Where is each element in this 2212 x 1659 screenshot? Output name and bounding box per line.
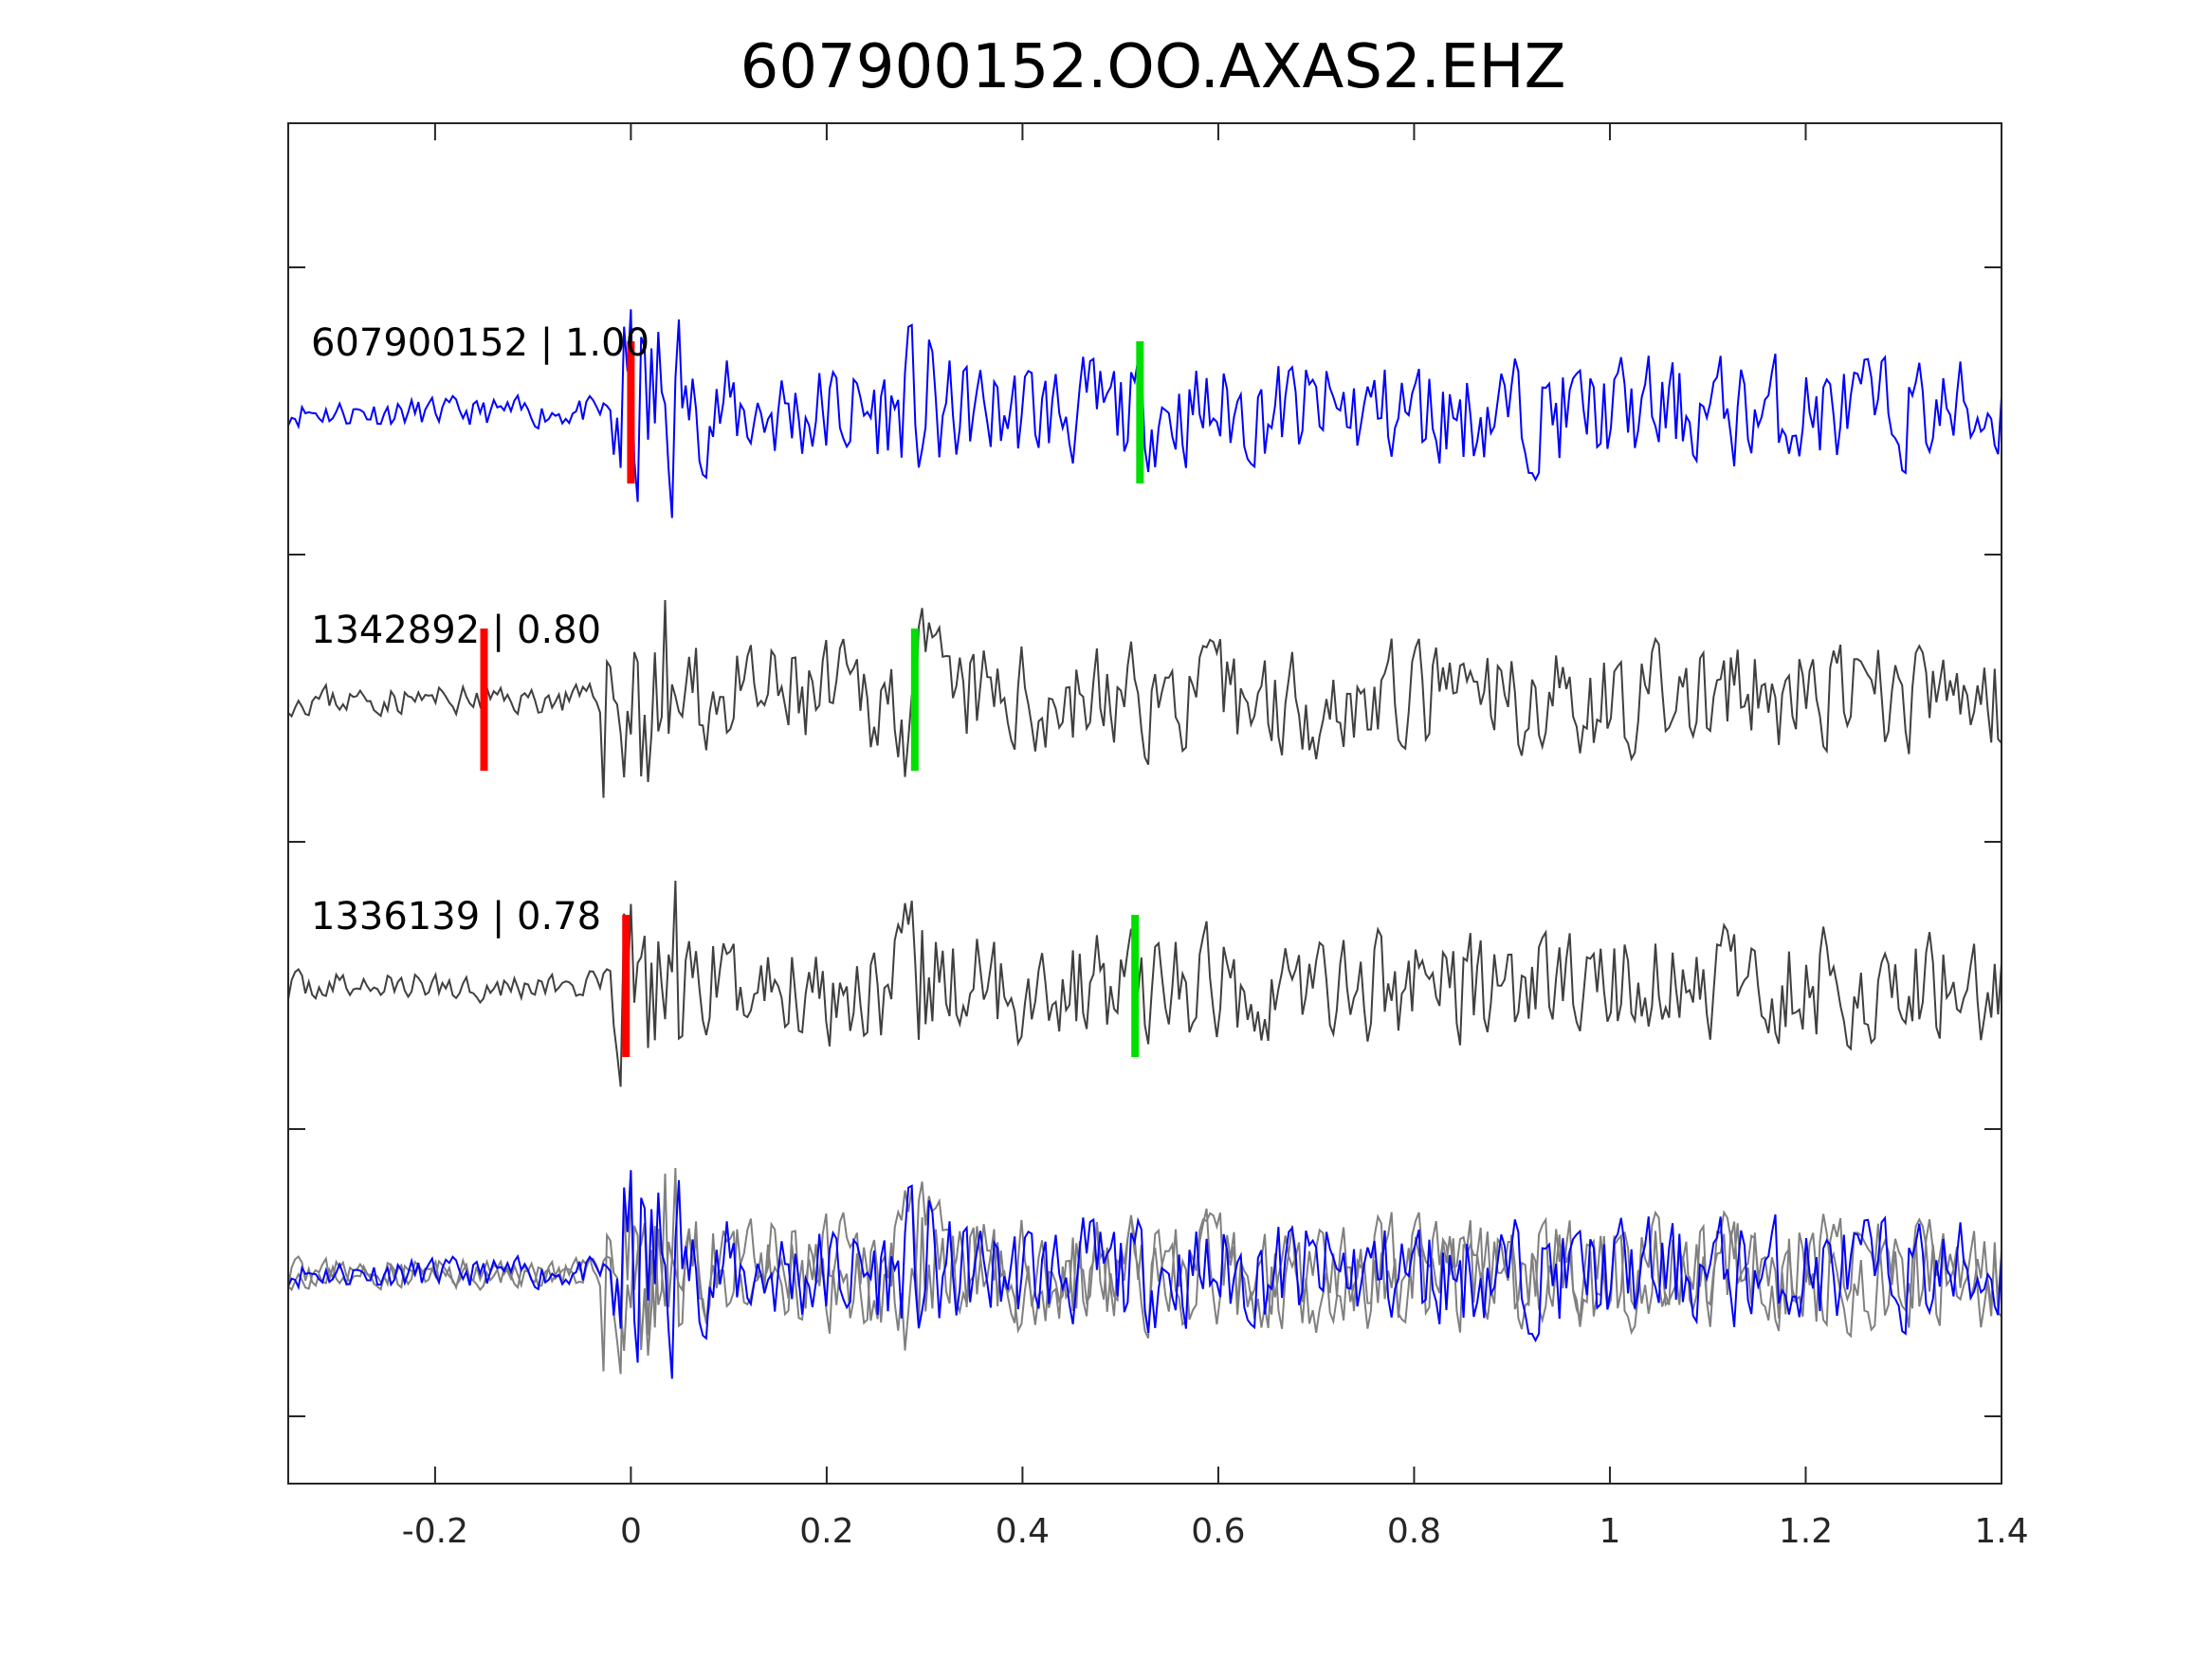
x-tick-label: 0.4 bbox=[996, 1512, 1050, 1551]
picks-group bbox=[480, 341, 1144, 1057]
axis-ticks: -0.2 0 0.2 0.4 0.6 0.8 1 1.2 1.4 bbox=[288, 123, 2029, 1551]
x-tick-label: 0.6 bbox=[1191, 1512, 1245, 1551]
trace-label: 607900152 | 1.00 bbox=[311, 321, 649, 365]
trace-label: 1342892 | 0.80 bbox=[311, 609, 601, 652]
trace-labels-group: 607900152 | 1.00 1342892 | 0.80 1336139 | … bbox=[311, 321, 649, 939]
x-tick-label: 1.2 bbox=[1779, 1512, 1833, 1551]
trace-label: 1336139 | 0.78 bbox=[311, 895, 601, 939]
traces-group bbox=[287, 309, 2002, 1379]
chart-title: 607900152.OO.AXAS2.EHZ bbox=[740, 32, 1566, 102]
plot-frame bbox=[287, 122, 2002, 1485]
x-tick-label: 1 bbox=[1600, 1512, 1621, 1551]
x-tick-label: -0.2 bbox=[402, 1512, 468, 1551]
waveform-trace bbox=[287, 599, 2002, 798]
waveform-trace bbox=[287, 880, 2002, 1087]
stacked-waveform bbox=[287, 1173, 2002, 1372]
x-tick-label: 0.2 bbox=[799, 1512, 853, 1551]
x-tick-label: 0.8 bbox=[1387, 1512, 1441, 1551]
x-tick-label: 1.4 bbox=[1974, 1512, 2028, 1551]
stacked-waveform bbox=[287, 1170, 2002, 1379]
waveform-trace bbox=[287, 309, 2002, 519]
x-tick-label: 0 bbox=[620, 1512, 642, 1551]
